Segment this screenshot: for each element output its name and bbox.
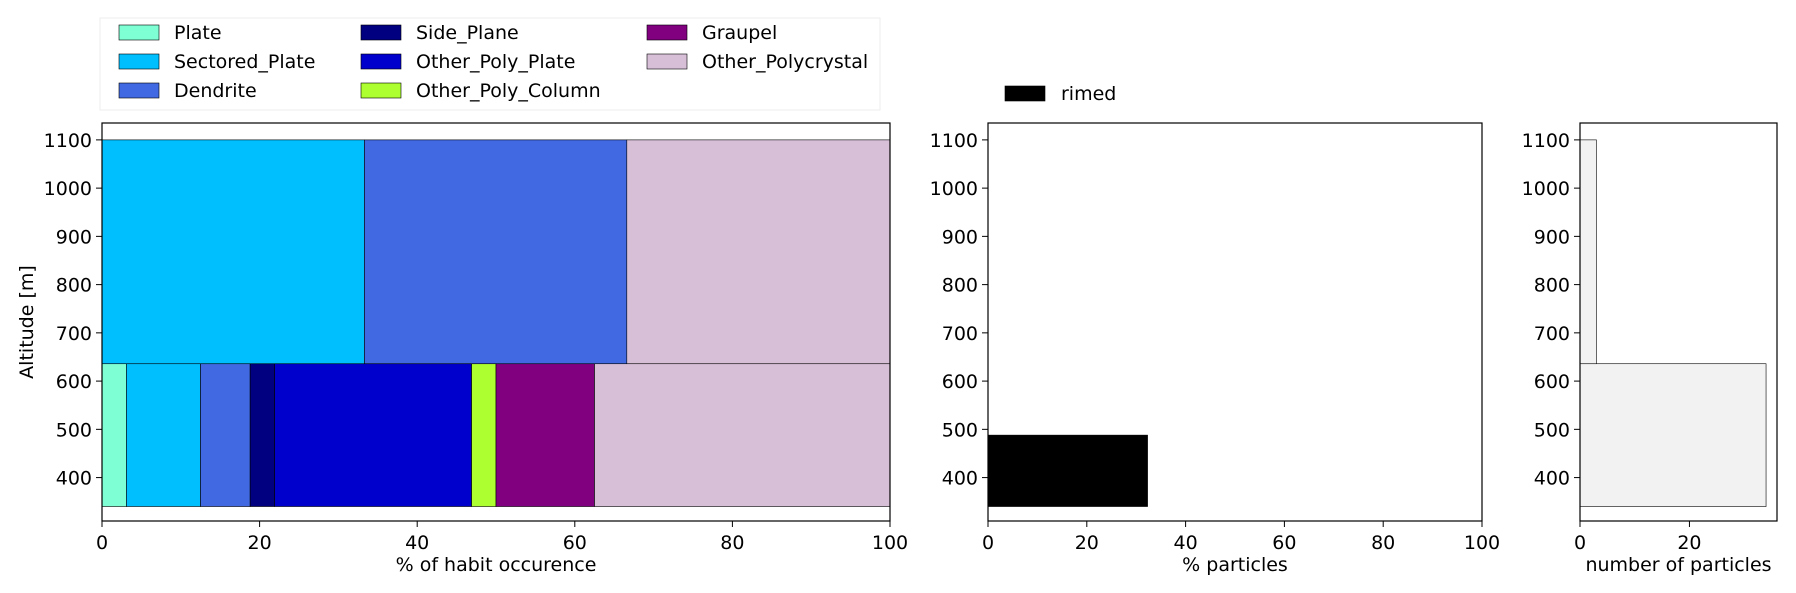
x-tick-label: 60	[563, 532, 587, 554]
y-tick-label: 900	[942, 226, 978, 248]
bar-other-polycrystal-bin-1	[626, 139, 891, 365]
x-axis-label: % of habit occurence	[396, 554, 597, 576]
legend-frame	[99, 17, 881, 111]
bar-count-bin-1	[1579, 139, 1597, 365]
y-tick-label: 800	[1534, 275, 1570, 297]
y-tick-label: 400	[1534, 468, 1570, 490]
legend-label-other-poly-column: Other_Poly_Column	[416, 80, 601, 102]
y-tick-label: 800	[56, 275, 92, 297]
habit-chart: 400 500 600 700 800 900 1000 1100 0 20 40 60 80 100 % …	[16, 122, 908, 576]
y-tick-label: 700	[942, 323, 978, 345]
x-tick-label: 40	[405, 532, 429, 554]
legend-label-other-polycrystal: Other_Polycrystal	[702, 51, 868, 73]
bar-count-bin-0	[1579, 363, 1767, 507]
legend-swatch-other-polycrystal	[646, 53, 688, 70]
legend-label-dendrite: Dendrite	[174, 80, 257, 102]
bar-other-poly-plate-bin-0	[274, 363, 472, 507]
bar-plate-bin-0	[101, 363, 127, 507]
legend-swatch-other-poly-plate	[360, 53, 402, 70]
y-tick-label: 1100	[930, 130, 978, 152]
bar-graupel-bin-0	[495, 363, 595, 507]
x-tick-label: 100	[1464, 532, 1500, 554]
y-tick-label: 1000	[930, 178, 978, 200]
y-tick-label: 400	[56, 468, 92, 490]
y-tick-label: 600	[56, 371, 92, 393]
x-tick-label: 100	[872, 532, 908, 554]
y-tick-label: 800	[942, 275, 978, 297]
y-tick-label: 1100	[44, 130, 92, 152]
x-tick-label: 80	[720, 532, 744, 554]
y-tick-label: 500	[1534, 419, 1570, 441]
y-tick-label: 400	[942, 468, 978, 490]
bar-dendrite-bin-0	[200, 363, 251, 507]
bar-dendrite-bin-1	[364, 139, 628, 365]
legend-swatch-sectored-plate	[118, 53, 160, 70]
x-tick-label: 20	[1075, 532, 1099, 554]
rimed-legend: rimed	[1004, 83, 1116, 105]
x-tick-label: 20	[1677, 532, 1701, 554]
legend-label-sectored-plate: Sectored_Plate	[174, 51, 315, 73]
x-tick-label: 0	[96, 532, 108, 554]
x-axis-label: % particles	[1182, 554, 1288, 576]
x-tick-label: 40	[1174, 532, 1198, 554]
plot-frame	[101, 122, 891, 522]
y-tick-label: 600	[1534, 371, 1570, 393]
y-tick-label: 700	[56, 323, 92, 345]
bar-side-plane-bin-0	[249, 363, 275, 507]
x-tick-label: 0	[982, 532, 994, 554]
plot-frame	[1579, 122, 1778, 522]
y-axis-label: Altitude [m]	[16, 265, 38, 379]
legend-swatch-side-plane	[360, 24, 402, 41]
x-tick-label: 60	[1272, 532, 1296, 554]
bar-sectored-plate-bin-0	[126, 363, 201, 507]
y-tick-label: 1100	[1522, 130, 1570, 152]
legend-swatch-plate	[118, 24, 160, 41]
x-axis-label: number of particles	[1585, 554, 1771, 576]
plot-frame	[987, 122, 1483, 522]
legend-swatch-dendrite	[118, 82, 160, 99]
legend-swatch-other-poly-column	[360, 82, 402, 99]
x-tick-label: 80	[1371, 532, 1395, 554]
bar-other-polycrystal-bin-0	[594, 363, 891, 507]
legend-label-graupel: Graupel	[702, 22, 777, 44]
y-tick-label: 500	[56, 419, 92, 441]
legend-swatch-rimed	[1004, 85, 1046, 102]
y-tick-label: 900	[1534, 226, 1570, 248]
y-tick-label: 1000	[44, 178, 92, 200]
bar-rimed-bin-0	[987, 434, 1148, 507]
legend-label-side-plane: Side_Plane	[416, 22, 519, 44]
y-tick-label: 900	[56, 226, 92, 248]
x-tick-label: 20	[248, 532, 272, 554]
y-tick-label: 700	[1534, 323, 1570, 345]
y-tick-label: 500	[942, 419, 978, 441]
bar-sectored-plate-bin-1	[101, 139, 365, 365]
y-tick-label: 1000	[1522, 178, 1570, 200]
bar-other-poly-column-bin-0	[471, 363, 497, 507]
legend-label-plate: Plate	[174, 22, 222, 44]
y-tick-label: 600	[942, 371, 978, 393]
x-tick-label: 0	[1574, 532, 1586, 554]
legend-label-other-poly-plate: Other_Poly_Plate	[416, 51, 575, 73]
legend-swatch-graupel	[646, 24, 688, 41]
legend-label-rimed: rimed	[1061, 83, 1116, 105]
rimed-chart: 400 500 600 700 800 900 1000 1100 0 20 40 60 80 100 % …	[930, 122, 1500, 576]
habit-legend: Plate Sectored_Plate Dendrite Side_Plane Oth…	[99, 17, 881, 111]
